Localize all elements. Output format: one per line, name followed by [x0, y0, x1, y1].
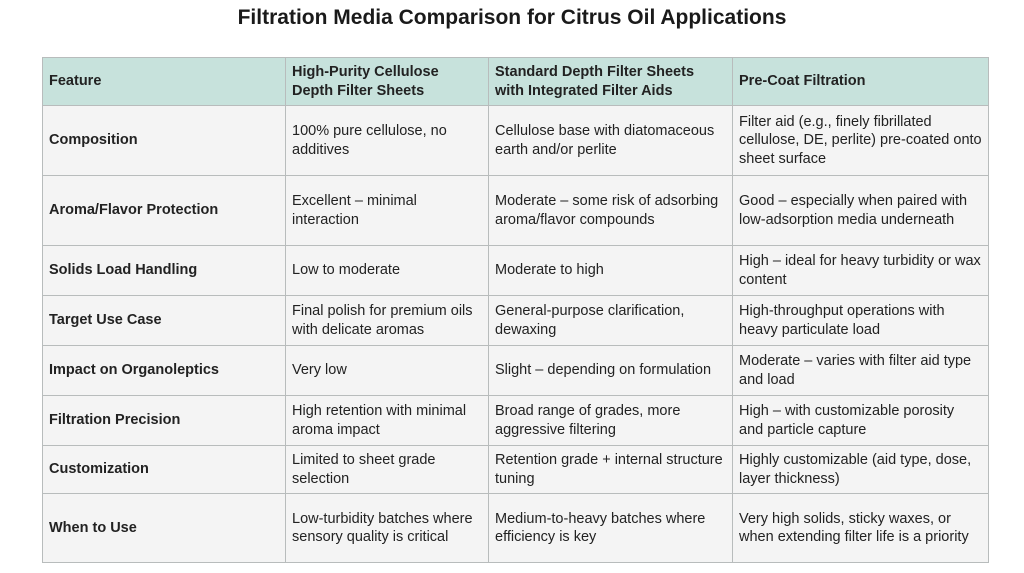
- table-cell: High – ideal for heavy turbidity or wax …: [732, 245, 989, 296]
- table-cell: Broad range of grades, more aggressive f…: [488, 395, 733, 446]
- table-cell: Very low: [285, 345, 489, 396]
- table-cell: Very high solids, sticky waxes, or when …: [732, 493, 989, 563]
- table-cell: Limited to sheet grade selection: [285, 445, 489, 494]
- table-cell: Final polish for premium oils with delic…: [285, 295, 489, 346]
- feature-cell: Impact on Organoleptics: [42, 345, 286, 396]
- comparison-table: Feature High-Purity Cellulose Depth Filte…: [42, 57, 989, 563]
- header-cell: High-Purity Cellulose Depth Filter Sheet…: [285, 57, 489, 106]
- feature-cell: Filtration Precision: [42, 395, 286, 446]
- feature-cell: Customization: [42, 445, 286, 494]
- table-row: Impact on Organoleptics Very low Slight – …: [42, 345, 989, 396]
- feature-cell: Composition: [42, 105, 286, 176]
- feature-cell: Solids Load Handling: [42, 245, 286, 296]
- table-cell: General-purpose clarification, dewaxing: [488, 295, 733, 346]
- table-cell: Highly customizable (aid type, dose, lay…: [732, 445, 989, 494]
- header-cell: Feature: [42, 57, 286, 106]
- table-cell: Excellent – minimal interaction: [285, 175, 489, 246]
- table-cell: Medium-to-heavy batches where efficiency…: [488, 493, 733, 563]
- table-cell: 100% pure cellulose, no additives: [285, 105, 489, 176]
- table-cell: High-throughput operations with heavy pa…: [732, 295, 989, 346]
- table-cell: Slight – depending on formulation: [488, 345, 733, 396]
- table-row: Customization Limited to sheet grade sele…: [42, 445, 989, 494]
- table-row: When to Use Low-turbidity batches where s…: [42, 493, 989, 563]
- feature-cell: When to Use: [42, 493, 286, 563]
- header-cell: Standard Depth Filter Sheets with Integr…: [488, 57, 733, 106]
- table-row: Solids Load Handling Low to moderate Moder…: [42, 245, 989, 296]
- table-row: Target Use Case Final polish for premium …: [42, 295, 989, 346]
- table-cell: Retention grade + internal structure tun…: [488, 445, 733, 494]
- table-cell: Low to moderate: [285, 245, 489, 296]
- table-cell: Low-turbidity batches where sensory qual…: [285, 493, 489, 563]
- table-row: Filtration Precision High retention with …: [42, 395, 989, 446]
- table-cell: Moderate – some risk of adsorbing aroma/…: [488, 175, 733, 246]
- table-cell: High retention with minimal aroma impact: [285, 395, 489, 446]
- header-cell: Pre-Coat Filtration: [732, 57, 989, 106]
- table-row: Composition 100% pure cellulose, no addit…: [42, 105, 989, 176]
- header-row: Feature High-Purity Cellulose Depth Filte…: [42, 57, 989, 106]
- table-cell: Moderate to high: [488, 245, 733, 296]
- table-cell: High – with customizable porosity and pa…: [732, 395, 989, 446]
- feature-cell: Target Use Case: [42, 295, 286, 346]
- table-row: Aroma/Flavor Protection Excellent – minim…: [42, 175, 989, 246]
- title: Filtration Media Comparison for Citrus O…: [237, 6, 787, 29]
- table-cell: Good – especially when paired with low-a…: [732, 175, 989, 246]
- table-cell: Moderate – varies with filter aid type a…: [732, 345, 989, 396]
- table-cell: Filter aid (e.g., finely fibrillated cel…: [732, 105, 989, 176]
- table-cell: Cellulose base with diatomaceous earth a…: [488, 105, 733, 176]
- feature-cell: Aroma/Flavor Protection: [42, 175, 286, 246]
